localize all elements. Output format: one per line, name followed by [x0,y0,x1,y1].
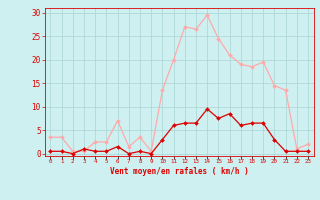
X-axis label: Vent moyen/en rafales ( km/h ): Vent moyen/en rafales ( km/h ) [110,167,249,176]
